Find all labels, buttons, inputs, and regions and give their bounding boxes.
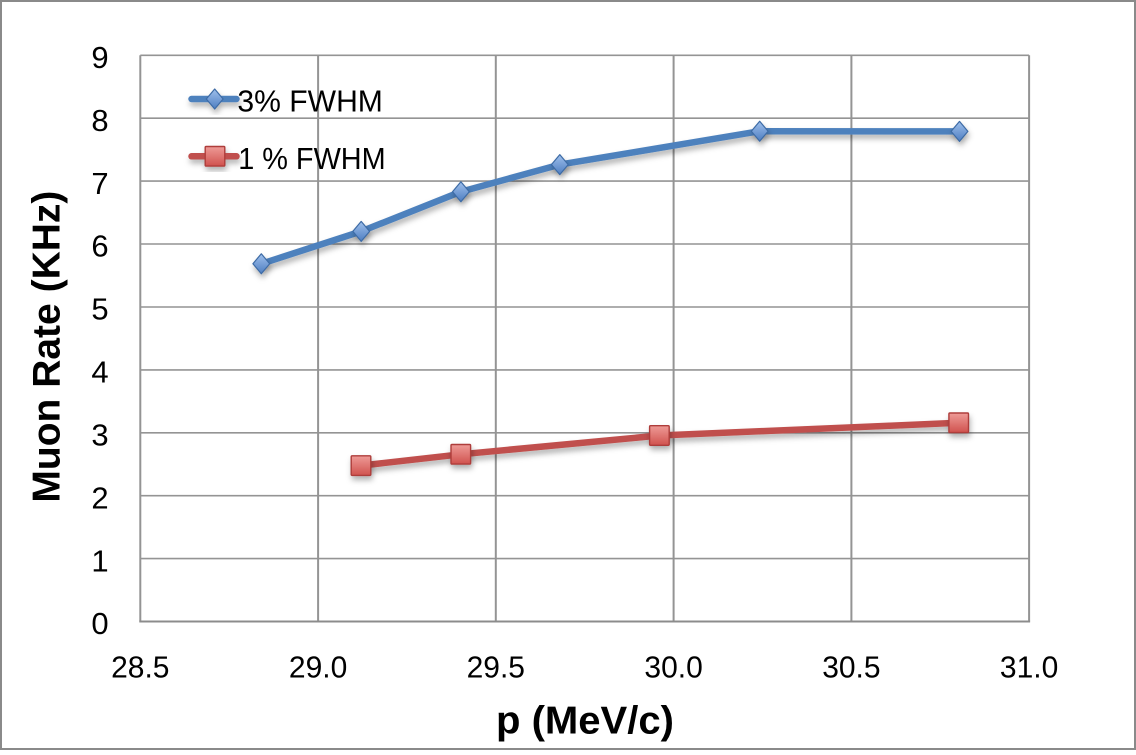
svg-text:29.5: 29.5 bbox=[467, 650, 525, 685]
svg-text:1 % FWHM: 1 % FWHM bbox=[238, 141, 386, 176]
svg-text:8: 8 bbox=[91, 103, 108, 138]
svg-text:2: 2 bbox=[91, 480, 108, 515]
svg-text:30.0: 30.0 bbox=[644, 650, 702, 685]
svg-text:31.0: 31.0 bbox=[1000, 650, 1058, 685]
svg-text:3: 3 bbox=[91, 418, 108, 453]
svg-text:Muon Rate (KHz): Muon Rate (KHz) bbox=[26, 191, 69, 503]
svg-text:9: 9 bbox=[91, 40, 108, 75]
svg-text:p (MeV/c): p (MeV/c) bbox=[496, 700, 674, 743]
svg-text:30.5: 30.5 bbox=[822, 650, 880, 685]
svg-text:3% FWHM: 3% FWHM bbox=[237, 84, 383, 119]
svg-text:29.0: 29.0 bbox=[289, 650, 347, 685]
svg-text:6: 6 bbox=[91, 229, 108, 264]
svg-text:4: 4 bbox=[91, 355, 108, 390]
svg-text:28.5: 28.5 bbox=[111, 650, 169, 685]
svg-text:5: 5 bbox=[91, 292, 108, 327]
svg-text:7: 7 bbox=[91, 166, 108, 201]
svg-text:0: 0 bbox=[91, 606, 108, 641]
svg-text:1: 1 bbox=[91, 543, 108, 578]
